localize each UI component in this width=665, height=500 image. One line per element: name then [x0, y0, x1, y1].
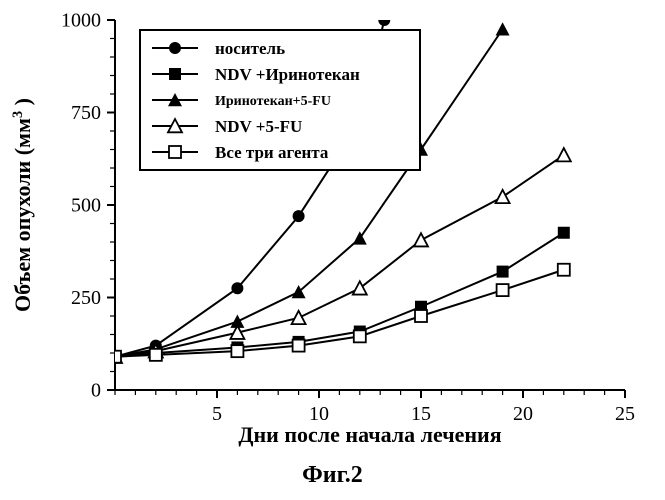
y-tick-label: 250	[71, 287, 101, 309]
legend: носитель NDV +Иринотекан Иринотекан+5-FU ND…	[140, 30, 420, 170]
legend-label-vehicle: носитель	[215, 39, 285, 58]
y-tick-label: 0	[91, 380, 101, 402]
legend-label-ndv-irinotecan: NDV +Иринотекан	[215, 65, 360, 84]
marker-square-open	[354, 330, 366, 342]
marker-square	[169, 68, 181, 80]
marker-square-open	[558, 264, 570, 276]
y-tick-label: 750	[71, 102, 101, 124]
x-axis-label: Дни после начала лечения	[238, 422, 501, 447]
figure-caption: Фиг.2	[302, 462, 363, 488]
x-tick-label: 5	[212, 403, 222, 425]
legend-label-all-three: Все три агента	[215, 143, 329, 162]
marker-square-open	[415, 310, 427, 322]
legend-label-ndv-5fu: NDV +5-FU	[215, 117, 302, 136]
marker-square-open	[150, 349, 162, 361]
marker-circle	[293, 210, 305, 222]
marker-circle	[231, 282, 243, 294]
x-tick-label: 25	[615, 403, 635, 425]
y-axis-label: Объем опухоли (мм3 )	[10, 98, 35, 312]
marker-circle	[169, 42, 181, 54]
x-tick-label: 20	[513, 403, 533, 425]
marker-square-open	[497, 284, 509, 296]
marker-square-open	[231, 345, 243, 357]
marker-square	[497, 266, 509, 278]
figure-container: 51015202502505007501000Дни после начала …	[0, 0, 665, 500]
y-tick-label: 500	[71, 195, 101, 217]
legend-label-irinotecan-5fu: Иринотекан+5-FU	[215, 94, 331, 109]
marker-square-open	[169, 146, 181, 158]
marker-square	[558, 227, 570, 239]
chart-svg: 51015202502505007501000Дни после начала …	[0, 0, 665, 500]
y-tick-label: 1000	[61, 10, 101, 32]
marker-square-open	[293, 340, 305, 352]
